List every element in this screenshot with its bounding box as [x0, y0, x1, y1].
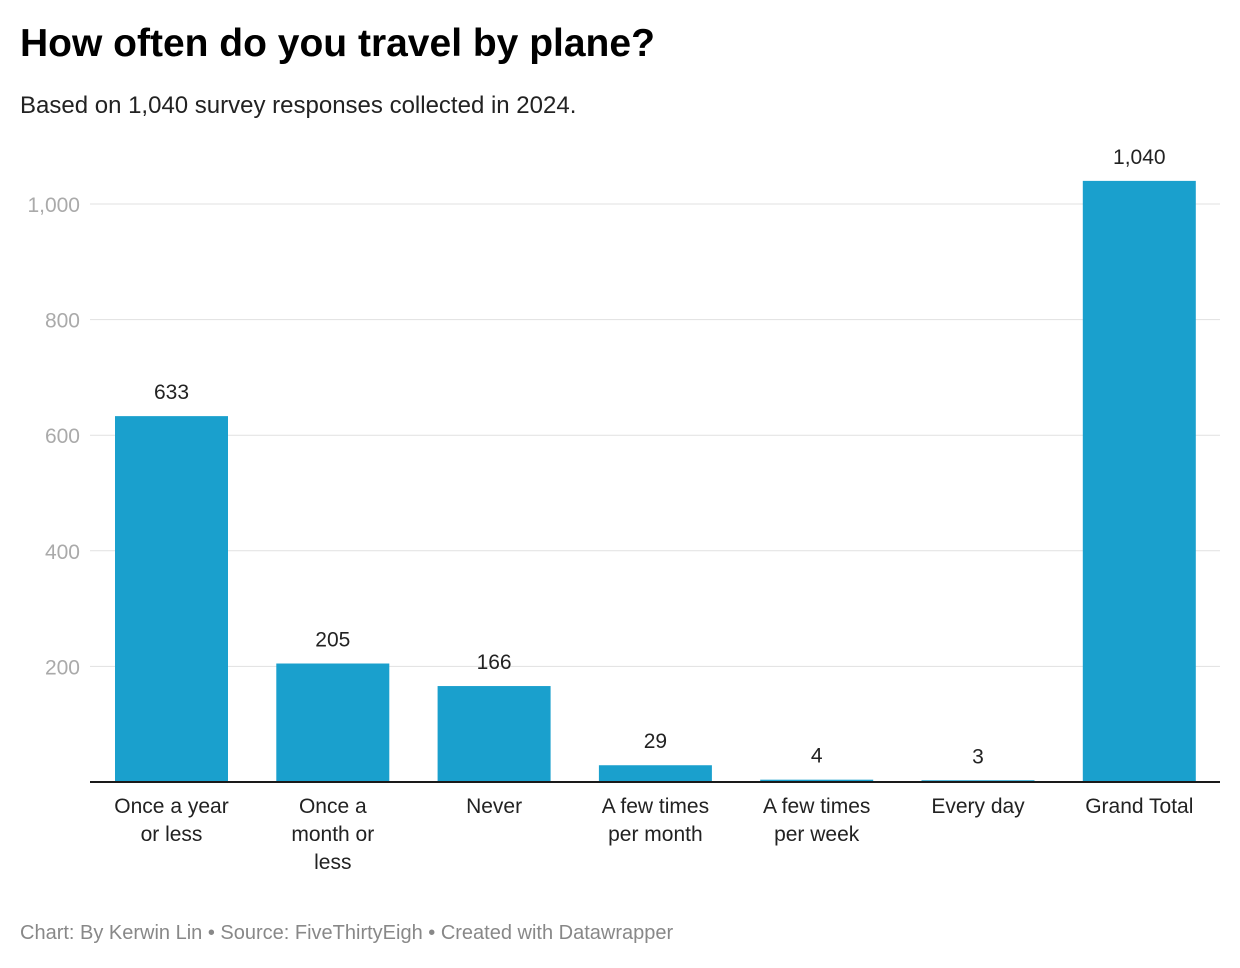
- chart-footer: Chart: By Kerwin Lin • Source: FiveThirt…: [20, 922, 674, 944]
- chart-subtitle: Based on 1,040 survey responses collecte…: [20, 92, 577, 119]
- value-label: 205: [315, 629, 350, 652]
- bar: [276, 663, 390, 782]
- category-label: Once a year or less: [114, 795, 228, 846]
- value-label: 3: [972, 745, 984, 768]
- category-label: Grand Total: [1085, 795, 1193, 818]
- bar: [115, 416, 228, 782]
- y-tick-label: 600: [45, 425, 80, 448]
- category-label: Once a month or less: [291, 795, 374, 874]
- category-label: Never: [466, 795, 522, 818]
- bar: [437, 686, 551, 782]
- bar: [1082, 180, 1196, 782]
- chart-title: How often do you travel by plane?: [20, 22, 655, 65]
- y-tick-label: 400: [45, 541, 80, 564]
- y-tick-label: 800: [45, 310, 80, 333]
- y-tick-label: 1,000: [27, 194, 80, 217]
- value-label: 633: [154, 381, 189, 404]
- value-label: 1,040: [1113, 146, 1166, 169]
- value-label: 166: [477, 651, 512, 674]
- category-label: Every day: [931, 795, 1025, 818]
- category-label: A few times per month: [602, 795, 709, 846]
- bar: [598, 765, 712, 782]
- bar: [760, 779, 874, 782]
- value-label: 4: [811, 745, 823, 768]
- value-label: 29: [644, 730, 667, 753]
- category-label: A few times per week: [763, 795, 870, 846]
- y-tick-label: 200: [45, 656, 80, 679]
